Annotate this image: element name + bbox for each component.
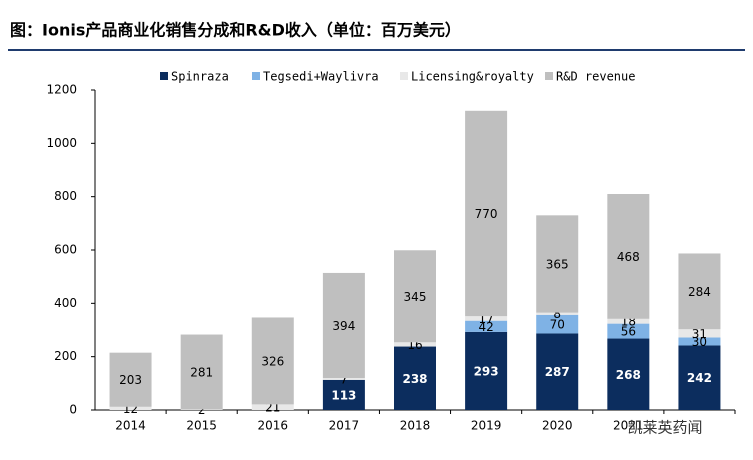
data-label: 293: [474, 364, 499, 378]
bar-segment: [465, 331, 508, 410]
x-tick-label: 2018: [400, 419, 431, 433]
y-tick-label: 400: [54, 296, 77, 310]
bar-segment: [394, 342, 436, 347]
x-tick-label: 2015: [186, 419, 217, 433]
bar-segment: [394, 250, 436, 343]
data-label: 468: [617, 250, 640, 264]
bar-segment: [109, 406, 152, 410]
data-label: 242: [687, 371, 712, 385]
data-label: 56: [621, 325, 636, 339]
x-tick-label: 2021: [613, 419, 644, 433]
data-label: 326: [261, 354, 284, 368]
y-tick-label: 200: [54, 349, 77, 363]
y-tick-label: 0: [69, 403, 77, 417]
bar-segment: [678, 329, 721, 338]
data-label: 203: [119, 373, 142, 387]
bar-segment: [536, 314, 579, 334]
data-label: 30: [692, 335, 707, 349]
data-label: 42: [478, 320, 493, 334]
data-label: 287: [545, 365, 570, 379]
data-label: 394: [332, 319, 355, 333]
chart-title: 图：Ionis产品商业化销售分成和R&D收入（单位：百万美元）: [10, 21, 461, 40]
x-tick-label: 2014: [115, 419, 146, 433]
data-label: 31: [692, 327, 707, 341]
data-label: 238: [402, 372, 427, 386]
bar-segment: [180, 409, 223, 410]
bar-segment: [465, 110, 508, 317]
watermark: 凯莱英药闻: [627, 419, 702, 437]
legend-swatch: [252, 72, 260, 80]
legend-label: R&D revenue: [556, 70, 635, 84]
data-label: 113: [331, 388, 356, 402]
legend-label: Tegsedi+Waylivra: [263, 70, 379, 84]
y-tick-label: 800: [54, 189, 77, 203]
data-label: 281: [190, 366, 213, 380]
data-label: 365: [546, 258, 569, 272]
bar-segment: [322, 379, 365, 410]
data-label: 268: [616, 368, 641, 382]
x-tick-label: 2019: [471, 419, 502, 433]
y-tick-label: 600: [54, 243, 77, 257]
legend-swatch: [545, 72, 553, 80]
bar-segment: [536, 215, 579, 313]
bar-segment: [465, 316, 508, 321]
bar-segment: [678, 345, 721, 410]
bar-segment: [394, 346, 436, 410]
bar-segment: [607, 338, 650, 410]
bar-segment: [536, 312, 579, 315]
bar-segment: [607, 323, 650, 339]
legend-swatch: [400, 72, 408, 80]
y-tick-label: 1200: [46, 83, 77, 97]
data-label: 284: [688, 285, 711, 299]
legend-label: Licensing&royalty: [411, 70, 534, 84]
data-label: 2: [198, 403, 206, 417]
bar-segment: [180, 334, 223, 410]
y-tick-label: 1000: [46, 136, 77, 150]
x-tick-label: 2020: [542, 419, 573, 433]
data-label: 770: [475, 207, 498, 221]
bar-segment: [678, 253, 721, 330]
legend-swatch: [160, 72, 168, 80]
bar-segment: [322, 378, 365, 380]
legend-label: Spinraza: [171, 70, 229, 84]
bar-segment: [109, 352, 152, 407]
bar-segment: [251, 317, 294, 405]
bar-segment: [607, 194, 650, 319]
data-label: 345: [404, 290, 427, 304]
bar-segment: [251, 404, 294, 410]
bar-segment: [607, 318, 650, 324]
data-label: 7: [340, 372, 348, 386]
data-label: 70: [550, 318, 565, 332]
bar-segment: [536, 333, 579, 410]
data-label: 8: [553, 307, 561, 321]
bar-segment: [322, 272, 365, 378]
x-tick-label: 2016: [258, 419, 289, 433]
bar-segment: [678, 337, 721, 346]
x-tick-label: 2017: [329, 419, 360, 433]
bar-segment: [465, 320, 508, 332]
